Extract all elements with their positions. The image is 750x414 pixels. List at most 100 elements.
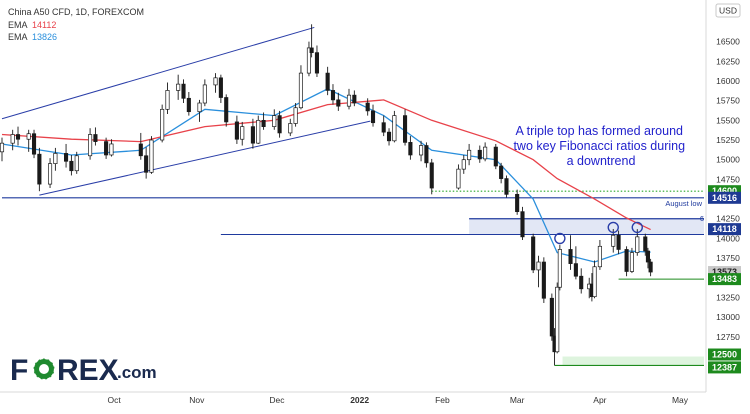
candle[interactable] [306,47,312,74]
candle[interactable] [648,261,653,273]
candle[interactable] [352,94,357,104]
candle[interactable] [592,266,597,298]
candle[interactable] [240,126,245,140]
candle[interactable] [549,297,554,337]
triple-top-circle [631,221,643,234]
candle[interactable] [74,155,79,172]
candle[interactable] [149,139,154,173]
candle[interactable] [314,52,320,74]
candle[interactable] [467,149,472,161]
candle[interactable] [37,153,42,185]
candle[interactable] [186,97,191,113]
candle[interactable] [461,159,466,170]
candle[interactable] [10,134,15,144]
candle[interactable] [261,119,266,127]
price-tag-label: 12500 [712,350,737,360]
candle[interactable] [555,286,560,353]
candle[interactable] [93,134,98,142]
candle[interactable] [568,249,573,264]
candle[interactable] [408,142,413,156]
candle[interactable] [197,102,202,113]
candle[interactable] [31,133,37,155]
candle[interactable] [531,236,536,271]
candles-layer[interactable] [0,24,653,366]
candle[interactable] [381,122,386,133]
candle[interactable] [109,143,114,156]
candle[interactable] [288,123,293,134]
candle[interactable] [536,261,541,271]
candle[interactable] [624,249,629,272]
candle[interactable] [325,72,330,91]
candle[interactable] [181,83,186,99]
candle[interactable] [234,121,239,140]
candle[interactable] [26,133,31,140]
candle[interactable] [573,263,578,277]
candle[interactable] [616,234,621,250]
candle[interactable] [541,261,546,299]
price-tag [708,223,741,236]
price-tag-label: 13573 [712,267,737,277]
candle[interactable] [293,107,298,124]
candle[interactable] [370,110,376,124]
candle[interactable] [64,153,69,162]
price-tick-label: 12750 [716,332,740,342]
plot-area[interactable] [0,0,706,392]
candle[interactable] [250,126,255,144]
candle[interactable] [499,165,504,179]
candle[interactable] [424,145,429,164]
candle[interactable] [47,163,53,185]
time-axis-ticks[interactable]: Oct Nov Dec 2022 Feb Mar Apr May [107,395,688,405]
candle[interactable] [336,99,341,107]
price-tag [708,273,741,286]
candle[interactable] [579,275,584,290]
candle[interactable] [104,141,109,156]
candle[interactable] [144,155,149,173]
candle[interactable] [645,250,650,263]
candle[interactable] [0,142,5,153]
candle[interactable] [392,115,397,142]
candle[interactable] [611,234,616,247]
candle[interactable] [419,145,424,156]
candle[interactable] [629,252,634,272]
candle[interactable] [160,108,165,141]
candle[interactable] [330,90,336,101]
candle[interactable] [429,162,434,189]
candle[interactable] [53,153,58,164]
candle[interactable] [515,193,520,213]
candle[interactable] [272,115,277,127]
candle[interactable] [557,249,562,288]
candle[interactable] [597,245,602,268]
ema-fast-value: 14112 [32,20,56,30]
candle[interactable] [165,90,170,110]
candle[interactable] [213,77,218,86]
candle[interactable] [202,84,207,104]
candle[interactable] [256,119,261,144]
candle[interactable] [138,143,143,157]
candle[interactable] [402,115,408,143]
candle[interactable] [88,134,93,157]
candle[interactable] [218,77,223,98]
candle[interactable] [176,83,181,91]
candle[interactable] [224,97,229,123]
candle[interactable] [635,236,640,253]
candle[interactable] [298,72,304,109]
candle[interactable] [365,102,370,112]
zone-blue [469,218,704,235]
candle[interactable] [309,47,314,53]
candle[interactable] [15,134,21,140]
candle[interactable] [483,146,488,160]
price-tag-label: 14118 [712,224,737,234]
candle[interactable] [520,211,525,238]
candle[interactable] [386,131,392,142]
candle[interactable] [477,149,482,160]
candle[interactable] [69,160,74,172]
candle[interactable] [346,94,352,107]
candle[interactable] [643,236,648,252]
candle[interactable] [493,146,498,167]
currency-badge[interactable] [715,3,741,18]
candle[interactable] [504,178,509,195]
price-tag [708,191,741,204]
candle[interactable] [456,168,461,189]
candle[interactable] [277,115,282,134]
